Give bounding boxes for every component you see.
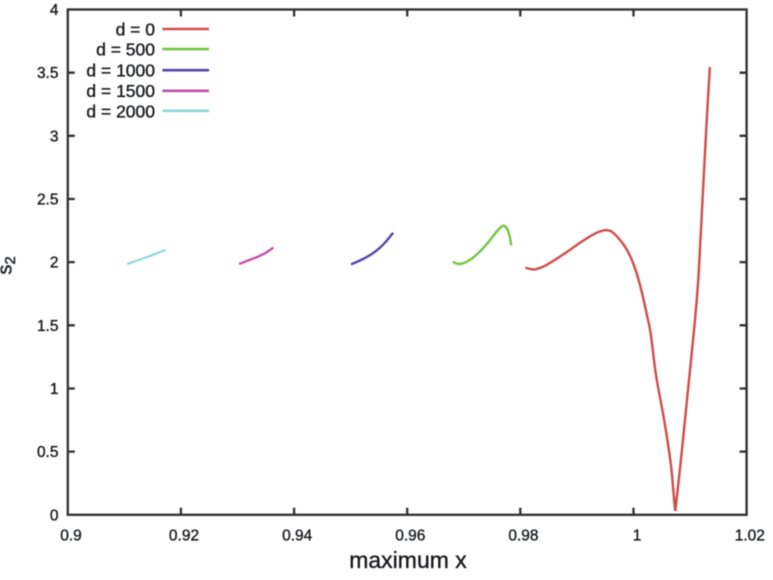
- svg-text:0.5: 0.5: [37, 444, 59, 461]
- svg-text:3.5: 3.5: [37, 65, 59, 82]
- svg-text:1.5: 1.5: [37, 318, 59, 335]
- svg-text:maximum x: maximum x: [349, 547, 467, 573]
- svg-text:d = 0: d = 0: [116, 20, 156, 40]
- svg-text:d = 2000: d = 2000: [86, 101, 155, 121]
- svg-text:2: 2: [50, 255, 59, 272]
- svg-text:d = 1500: d = 1500: [86, 81, 155, 101]
- svg-text:s2: s2: [0, 256, 19, 274]
- svg-text:1: 1: [50, 381, 59, 398]
- svg-text:0.94: 0.94: [282, 528, 313, 545]
- svg-text:1.02: 1.02: [735, 528, 765, 545]
- svg-text:1: 1: [633, 528, 642, 545]
- svg-text:0.98: 0.98: [508, 528, 538, 545]
- svg-text:d = 1000: d = 1000: [86, 60, 155, 80]
- svg-text:0.92: 0.92: [169, 528, 199, 545]
- svg-text:0.96: 0.96: [395, 528, 425, 545]
- svg-text:2.5: 2.5: [37, 192, 59, 209]
- svg-text:4: 4: [50, 2, 59, 19]
- svg-text:d = 500: d = 500: [96, 40, 155, 60]
- svg-text:0: 0: [50, 507, 59, 524]
- svg-text:0.9: 0.9: [60, 528, 82, 545]
- svg-text:3: 3: [50, 128, 59, 145]
